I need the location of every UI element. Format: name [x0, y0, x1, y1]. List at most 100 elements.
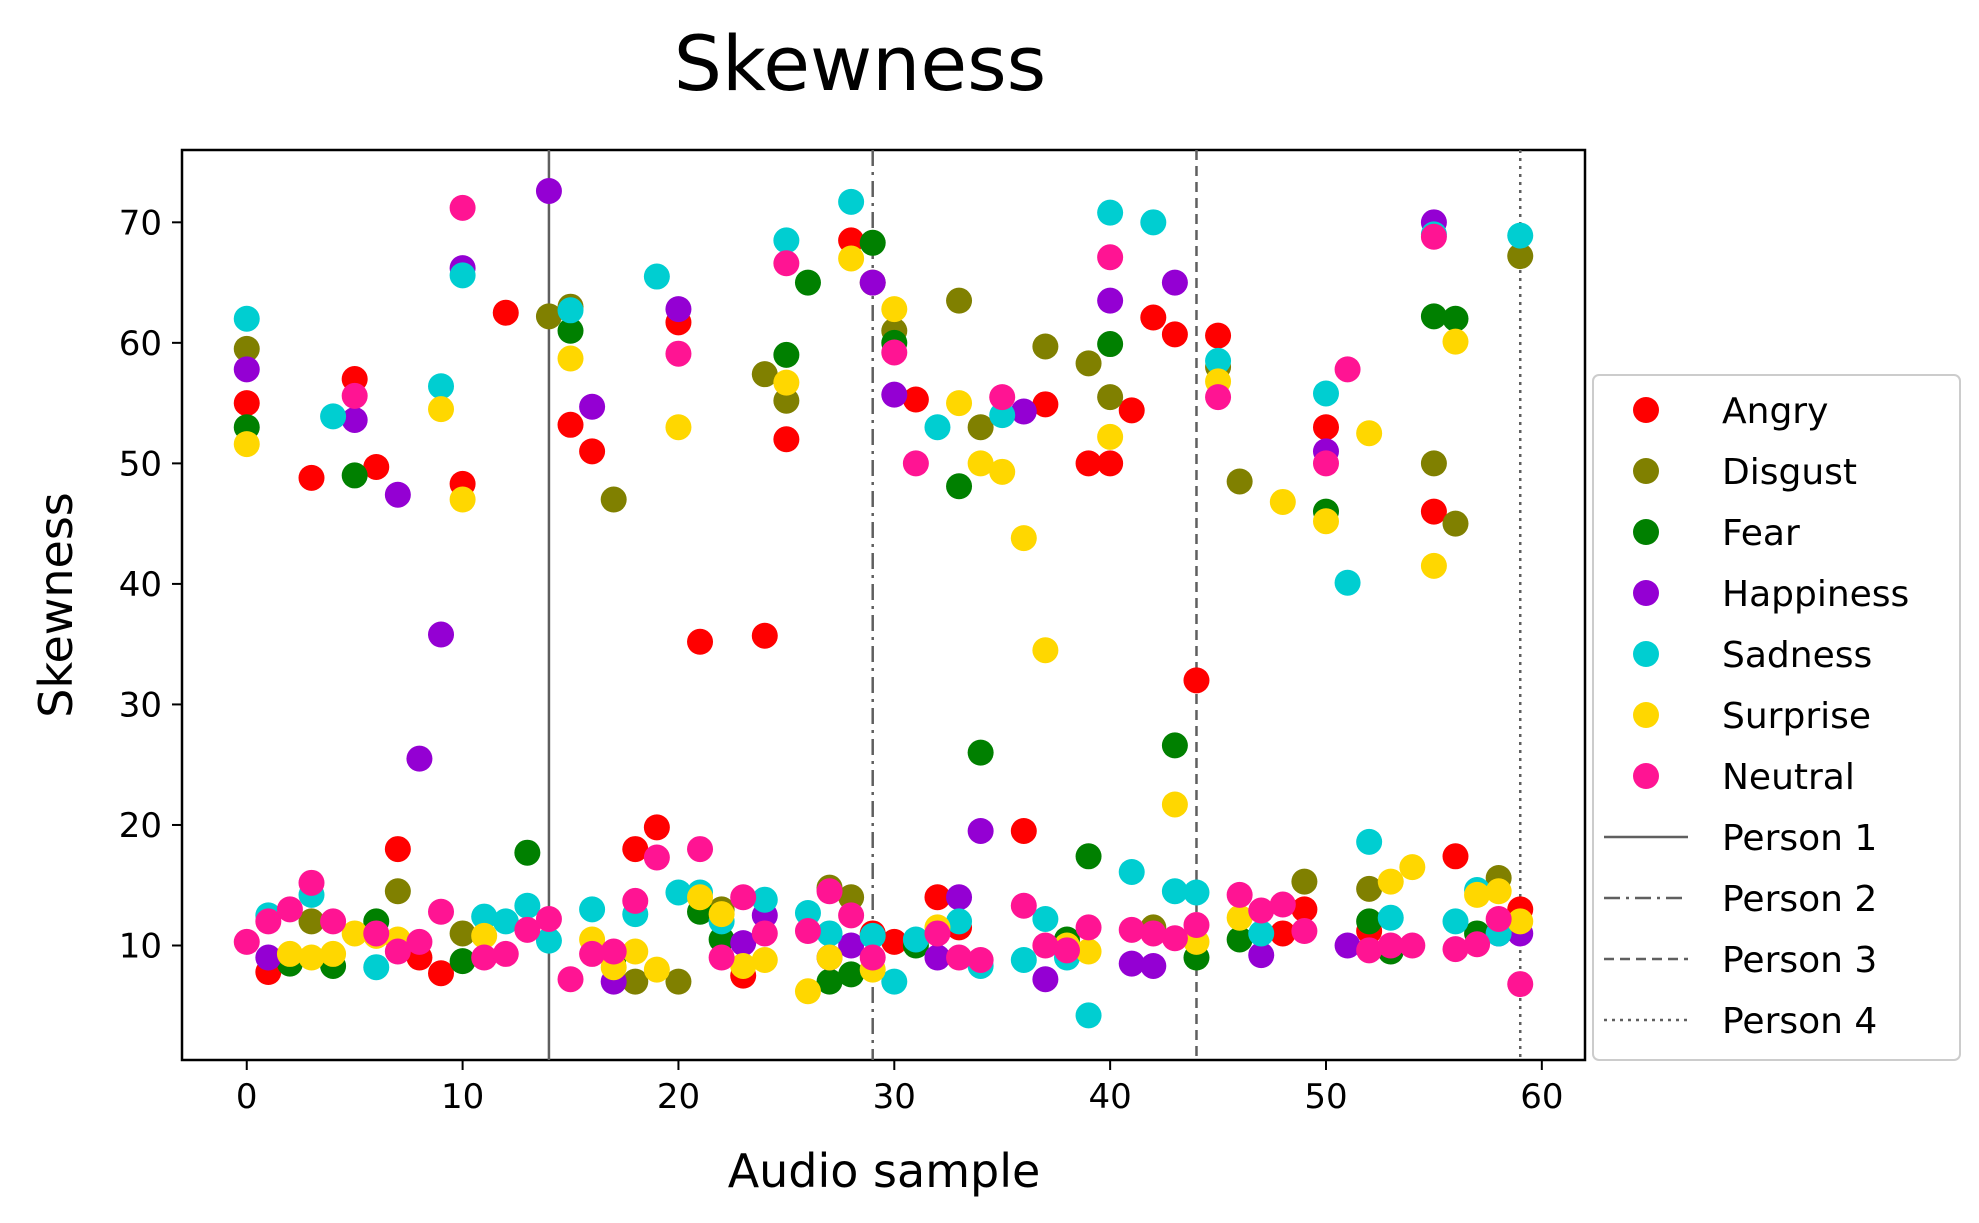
point-sadness	[1356, 828, 1383, 855]
point-neutral	[341, 382, 368, 409]
x-tick-label: 50	[1304, 1077, 1347, 1117]
point-neutral	[276, 896, 303, 923]
point-neutral	[428, 898, 455, 925]
y-axis-label: Skewness	[29, 492, 83, 718]
point-happiness	[1248, 942, 1275, 969]
point-disgust	[1420, 450, 1447, 477]
point-fear	[557, 317, 584, 344]
point-happiness	[1097, 287, 1124, 314]
point-fear	[1442, 305, 1469, 332]
point-sadness	[535, 927, 562, 954]
point-sadness	[579, 896, 606, 923]
point-happiness	[881, 381, 908, 408]
point-surprise	[1464, 881, 1491, 908]
point-fear	[816, 968, 843, 995]
point-surprise	[1377, 868, 1404, 895]
point-surprise	[1269, 488, 1296, 515]
point-neutral	[320, 908, 347, 935]
point-neutral	[1312, 450, 1339, 477]
point-fear	[838, 961, 865, 988]
point-sadness	[514, 892, 541, 919]
point-surprise	[1226, 904, 1253, 931]
point-sadness	[233, 305, 260, 332]
legend-label: Angry	[1722, 391, 1828, 432]
point-angry	[492, 299, 519, 326]
y-tick-label: 60	[119, 324, 162, 364]
point-sadness	[794, 899, 821, 926]
point-angry	[924, 884, 951, 911]
point-neutral	[1464, 931, 1491, 958]
point-angry	[363, 453, 390, 480]
x-tick-label: 10	[441, 1077, 484, 1117]
point-happiness	[406, 745, 433, 772]
point-fear	[1161, 732, 1188, 759]
point-happiness	[1140, 952, 1167, 979]
point-happiness	[859, 269, 886, 296]
point-neutral	[492, 940, 519, 967]
legend-marker-sadness	[1633, 641, 1659, 667]
point-sadness	[1161, 878, 1188, 905]
point-neutral	[643, 844, 670, 871]
point-angry	[1420, 498, 1447, 525]
point-angry	[1183, 667, 1210, 694]
point-neutral	[1269, 891, 1296, 918]
point-disgust	[1442, 510, 1469, 537]
point-sadness	[946, 908, 973, 935]
point-fear	[967, 739, 994, 766]
legend-marker-angry	[1633, 397, 1659, 423]
point-disgust	[751, 361, 778, 388]
point-surprise	[643, 956, 670, 983]
point-happiness	[1161, 269, 1188, 296]
point-sadness	[1097, 199, 1124, 226]
point-sadness	[1377, 904, 1404, 931]
point-sadness	[1334, 569, 1361, 596]
point-surprise	[298, 944, 325, 971]
point-sadness	[924, 414, 951, 441]
point-angry	[1010, 817, 1037, 844]
point-angry	[1032, 391, 1059, 418]
point-fear	[1097, 331, 1124, 358]
point-angry	[838, 227, 865, 254]
point-disgust	[233, 335, 260, 362]
point-neutral	[298, 869, 325, 896]
point-sadness	[1507, 222, 1534, 249]
y-tick-label: 30	[119, 685, 162, 725]
point-sadness	[773, 227, 800, 254]
point-neutral	[1420, 223, 1447, 250]
point-neutral	[967, 946, 994, 973]
point-surprise	[751, 946, 778, 973]
legend-label: Person 2	[1722, 879, 1877, 920]
point-neutral	[665, 340, 692, 367]
point-neutral	[1161, 925, 1188, 952]
point-neutral	[1053, 937, 1080, 964]
point-neutral	[233, 928, 260, 955]
point-angry	[1291, 896, 1318, 923]
point-surprise	[816, 944, 843, 971]
point-angry	[881, 928, 908, 955]
point-neutral	[1183, 912, 1210, 939]
point-disgust	[1291, 868, 1318, 895]
point-disgust	[1356, 875, 1383, 902]
chart-title: Skewness	[674, 19, 1047, 108]
point-sadness	[492, 908, 519, 935]
point-disgust	[298, 908, 325, 935]
point-sadness	[816, 920, 843, 947]
legend-label: Neutral	[1722, 757, 1855, 798]
x-axis-ticks: 0 10 20 30 40 50 60	[236, 1060, 1563, 1117]
x-tick-label: 40	[1089, 1077, 1132, 1117]
point-neutral	[946, 944, 973, 971]
point-sadness	[428, 373, 455, 400]
point-sadness	[665, 879, 692, 906]
point-surprise	[1075, 938, 1102, 965]
point-angry	[1205, 322, 1232, 349]
point-angry	[298, 464, 325, 491]
legend-marker-fear	[1633, 519, 1659, 545]
point-disgust	[1226, 468, 1253, 495]
point-happiness	[579, 393, 606, 420]
point-surprise	[838, 245, 865, 272]
point-neutral	[622, 887, 649, 914]
point-surprise	[622, 938, 649, 965]
legend-label: Surprise	[1722, 696, 1871, 737]
point-neutral	[1205, 384, 1232, 411]
point-neutral	[838, 902, 865, 929]
